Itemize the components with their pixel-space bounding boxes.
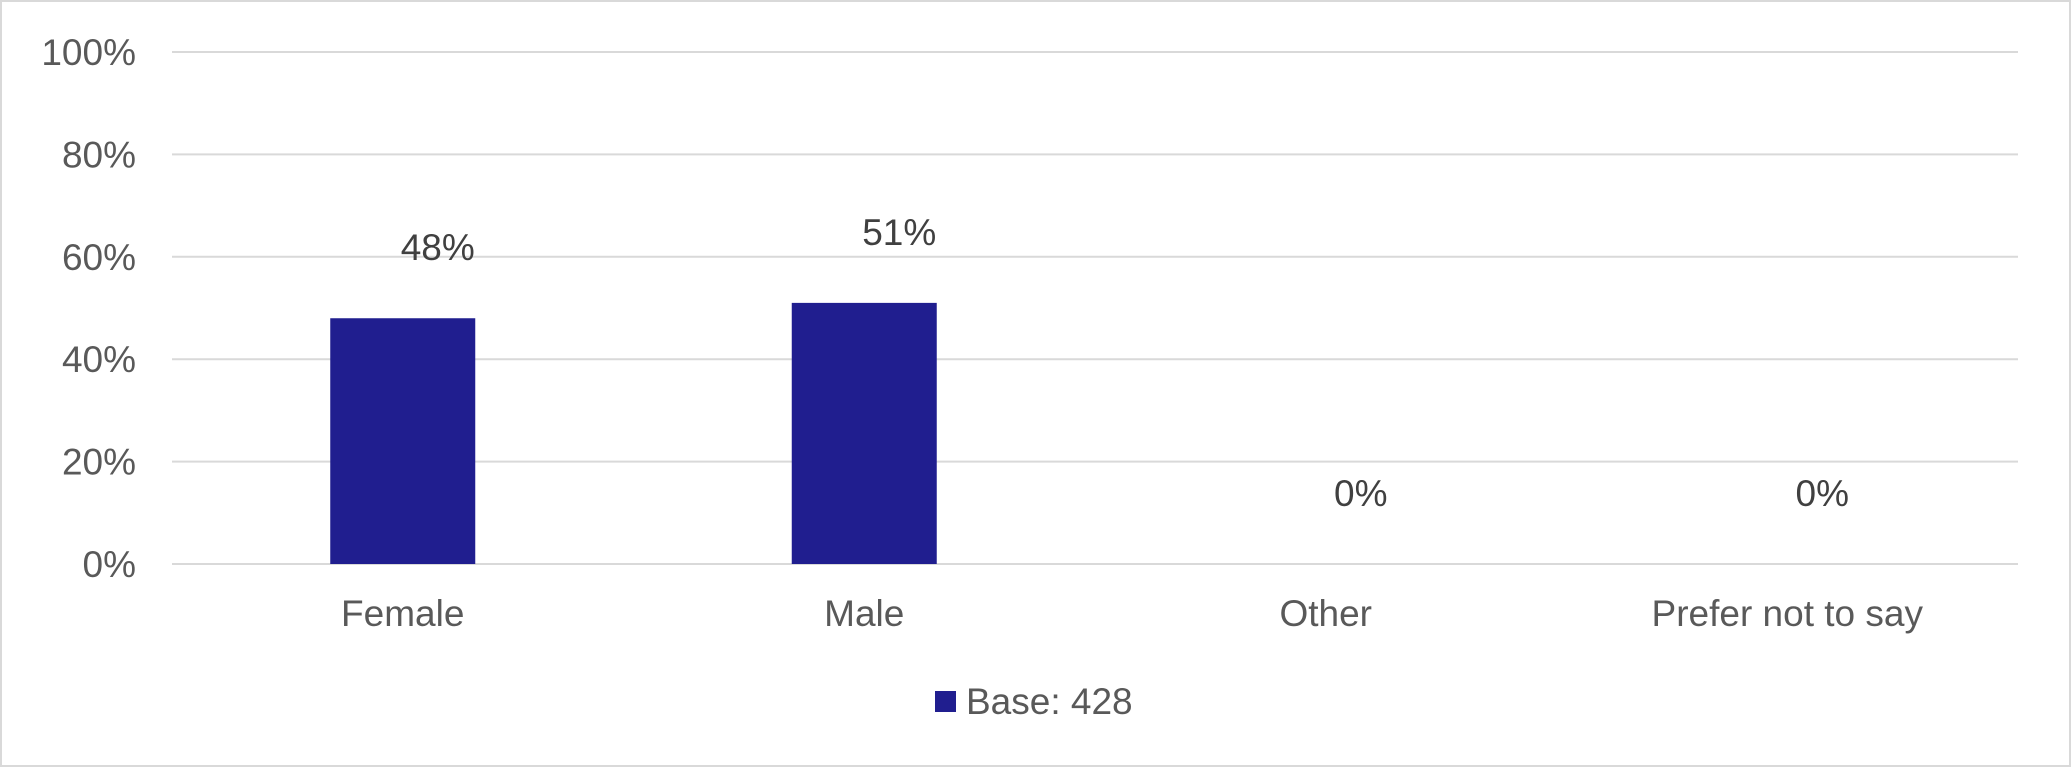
data-labels: 48% 51% 0% 0% [401,212,1849,514]
bars [330,302,937,564]
y-tick-label: 40% [62,339,136,380]
x-axis-labels: Female Male Other Prefer not to say [341,593,1923,634]
y-tick-label: 0% [83,544,136,585]
data-label: 0% [1334,473,1387,514]
legend-label: Base: 428 [966,681,1133,722]
gridlines [172,51,2018,565]
y-axis-ticks: 0% 20% 40% 60% 80% 100% [41,32,136,585]
legend-swatch [935,691,956,712]
x-category-label: Female [341,593,464,634]
y-tick-label: 80% [62,134,136,175]
x-category-label: Other [1279,593,1372,634]
bar [330,318,476,564]
x-category-label: Male [824,593,904,634]
bar [791,302,937,564]
data-label: 51% [862,212,936,253]
y-tick-label: 100% [41,32,136,73]
data-label: 0% [1796,473,1849,514]
y-tick-label: 20% [62,442,136,483]
data-label: 48% [401,227,475,268]
y-tick-label: 60% [62,237,136,278]
legend: Base: 428 [935,681,1133,722]
x-category-label: Prefer not to say [1652,593,1924,634]
